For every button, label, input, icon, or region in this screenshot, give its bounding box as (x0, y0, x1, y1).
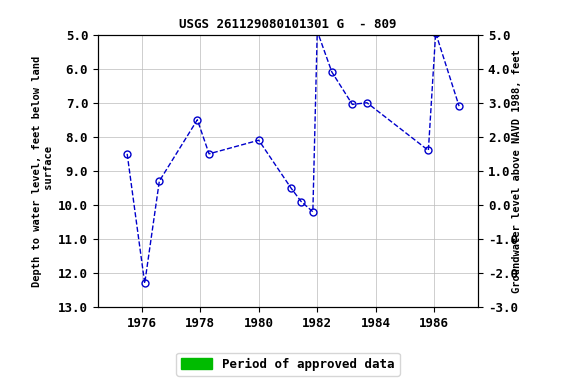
Y-axis label: Depth to water level, feet below land
 surface: Depth to water level, feet below land su… (32, 55, 54, 286)
Bar (419, 307, 453, 313)
Title: USGS 261129080101301 G  - 809: USGS 261129080101301 G - 809 (179, 18, 397, 31)
Legend: Period of approved data: Period of approved data (176, 353, 400, 376)
Bar (117, 307, 198, 313)
Y-axis label: Groundwater level above NAVD 1988, feet: Groundwater level above NAVD 1988, feet (512, 49, 522, 293)
Bar (247, 307, 366, 313)
